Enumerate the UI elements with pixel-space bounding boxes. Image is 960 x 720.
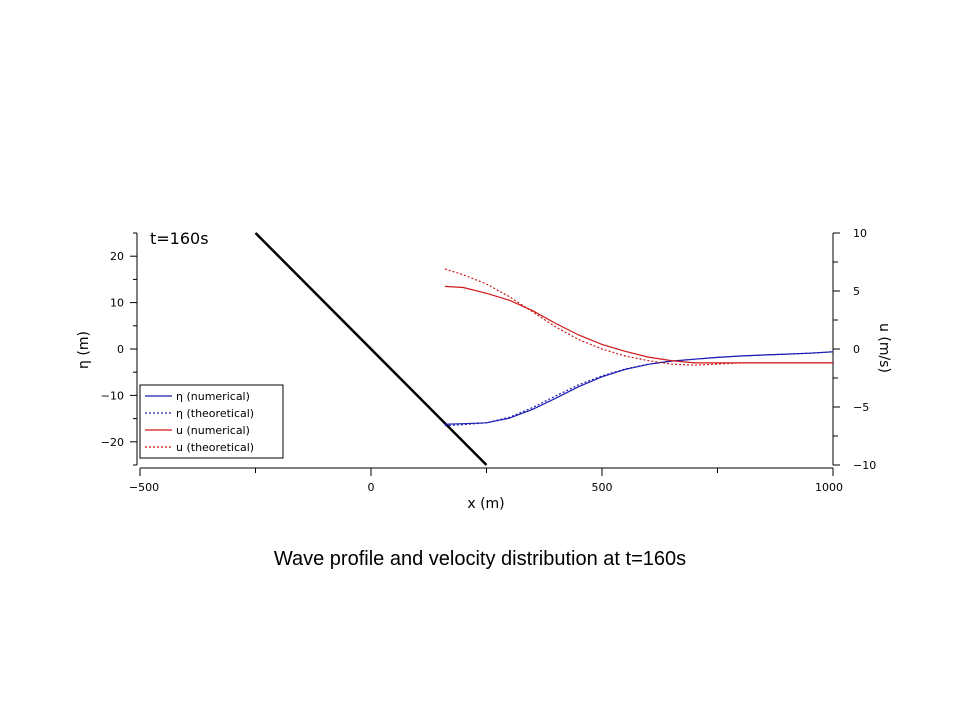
legend-label: u (theoretical) [176, 441, 254, 454]
legend-label: η (numerical) [176, 390, 250, 403]
right-y-tick-label: 10 [853, 227, 867, 240]
series-line [444, 268, 833, 366]
series-line [444, 351, 834, 427]
figure-caption: Wave profile and velocity distribution a… [273, 548, 687, 570]
x-tick-label: −500 [129, 481, 159, 494]
left-y-tick-label: 10 [110, 297, 124, 310]
x-axis-label: x (m) [467, 496, 504, 512]
x-tick-label: 500 [592, 481, 613, 494]
x-tick-label: 0 [368, 481, 375, 494]
legend-label: u (numerical) [176, 424, 250, 437]
left-y-tick-label: −10 [101, 389, 124, 402]
bathymetry-slope-line [254, 232, 488, 466]
left-y-tick-label: 20 [110, 250, 124, 263]
legend: η (numerical) η (theoretical) u (numerical… [139, 384, 284, 459]
right-y-tick-label: −5 [853, 401, 869, 414]
legend-label: η (theoretical) [176, 407, 254, 420]
right-y-axis-label: u (m/s) [876, 323, 892, 373]
right-y-tick-label: −10 [853, 459, 876, 472]
time-annotation: t=160s [150, 229, 209, 248]
right-y-tick-label: 5 [853, 285, 860, 298]
x-tick-label: 1000 [815, 481, 843, 494]
left-y-axis-label: η (m) [76, 331, 92, 369]
left-y-tick-label: −20 [101, 436, 124, 449]
right-y-tick-label: 0 [853, 343, 860, 356]
left-y-tick-label: 0 [117, 343, 124, 356]
axes-group: −500 0 500 1000 20 10 0 −10 −20 10 5 0 −5 −10 [101, 227, 876, 494]
legend-box [139, 384, 284, 459]
series-line [444, 285, 833, 364]
series-line [444, 351, 834, 425]
plot-group [254, 232, 834, 466]
